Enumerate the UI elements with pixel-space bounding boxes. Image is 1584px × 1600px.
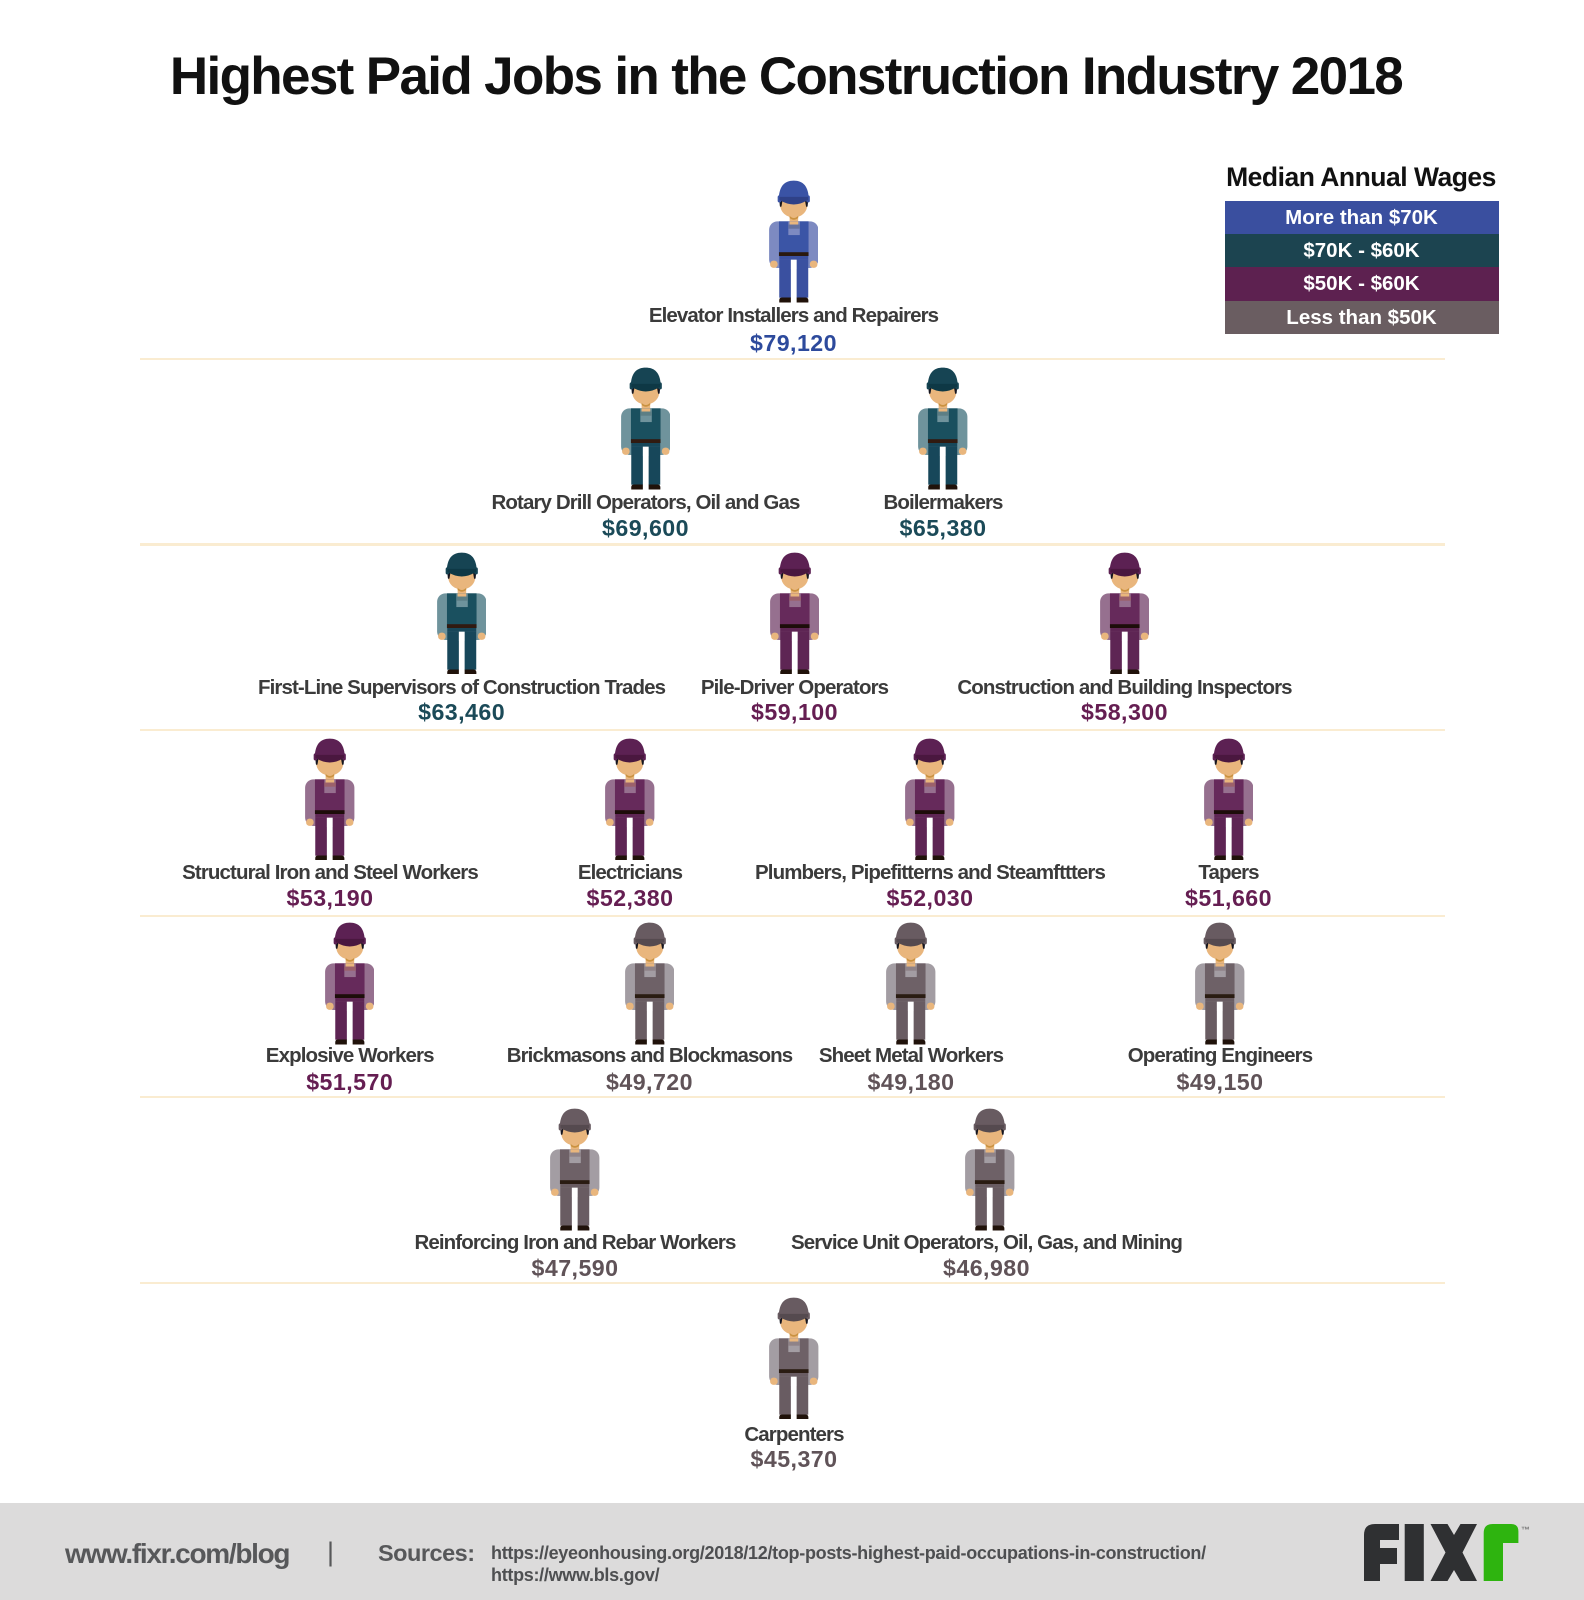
svg-text:™: ™	[1521, 1525, 1530, 1535]
